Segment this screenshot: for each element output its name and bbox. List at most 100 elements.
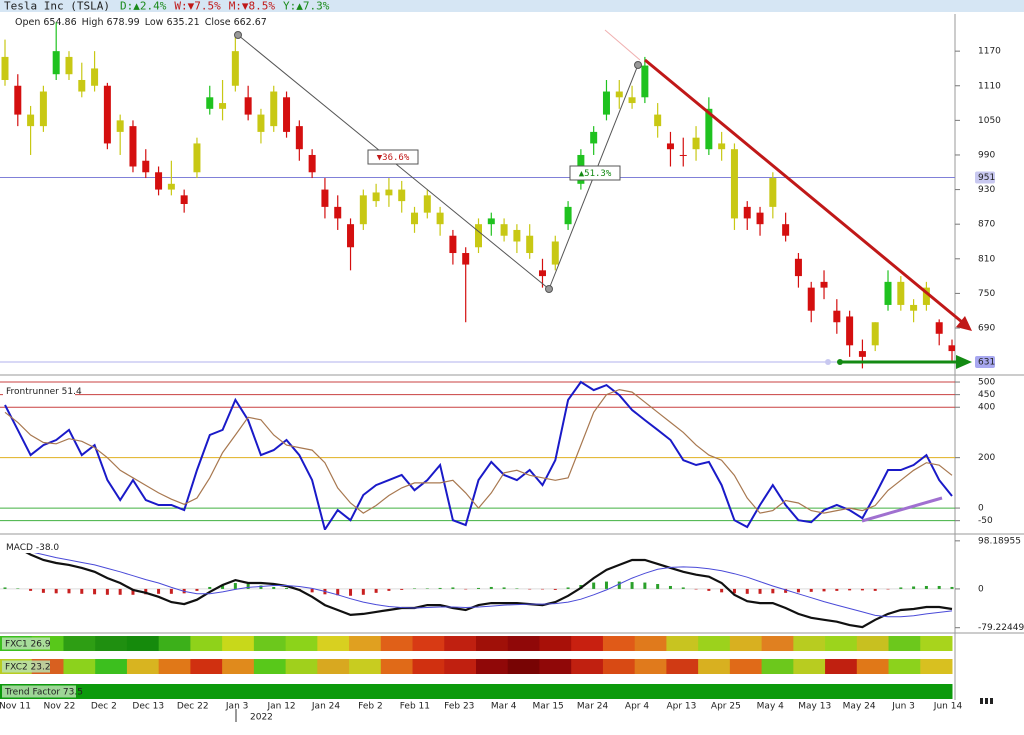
histogram-bar [668,585,672,589]
level-label: 631 [978,358,995,368]
x-tick-label: Mar 15 [532,702,563,712]
histogram-bar [477,587,480,589]
candle-body [334,206,342,219]
annotation: ▼36.6% [377,153,410,163]
histogram-bar [924,585,928,589]
pivot-point [545,285,553,293]
y-tick-label: -50 [978,516,993,526]
annotation-box [569,165,621,181]
x-tick-label: May 24 [843,702,876,712]
heat-cell [222,636,255,651]
candle-body [730,149,738,219]
series-line [4,543,953,629]
candle-body [743,206,751,219]
x-tick-label: Nov 11 [0,702,31,712]
candle-body [27,114,35,127]
heat-cell [349,659,382,674]
icon-bar[interactable] [990,698,993,704]
candle-body [628,97,636,104]
candle-body [295,126,303,150]
ohlc-label: High [82,17,104,28]
y-tick-label: 930 [978,185,995,195]
histogram-bar [899,587,903,589]
heat-cell [856,659,890,674]
heat-cell [793,636,826,651]
trend-line [604,29,641,61]
heat-cell [507,659,540,674]
heat-cell [349,636,382,651]
histogram-bar [144,588,148,595]
candle-body [359,195,367,225]
y-tick-label: 0 [978,504,984,514]
histogram-bar [246,584,250,589]
candle-body [475,224,482,248]
x-tick-label: May 13 [798,702,831,712]
candle-body [948,345,955,352]
strip-label-bg [2,660,50,673]
menu-icon[interactable] [980,698,993,704]
heat-cell [666,659,699,674]
ohlc-value: 678.99 [106,17,139,28]
heat-cell [888,636,921,651]
y-tick-label: 870 [978,220,995,230]
histogram-bar [566,587,570,589]
candle-body [641,65,649,98]
x-tick-label: Apr 25 [711,702,741,712]
heat-cell [571,659,604,674]
x-tick-label: Jan 24 [311,702,340,712]
heat-cell [412,636,445,651]
candle-body [846,316,854,346]
histogram-bar [822,588,826,592]
annotation: ▲51.3% [579,169,612,179]
y-tick-label: 750 [978,289,995,299]
histogram-bar [93,588,97,595]
candle-body [910,304,918,311]
candle-body [935,322,943,334]
x-tick-label: Mar 24 [577,702,609,712]
histogram-bar [374,588,378,593]
heat-cell [126,636,160,651]
candle-body [551,241,559,265]
candle-body [52,51,60,75]
heat-cell [63,659,96,674]
drawings: ▼36.6% ▲51.3% [234,29,972,523]
y-tick-label: 1110 [978,81,1001,91]
candle-body [78,79,86,92]
candle-body [372,192,380,202]
candle-body [270,91,278,127]
candle-body [705,108,713,150]
pivot-point [837,359,843,365]
y-tick-label: 0 [978,584,984,594]
histogram-bar [873,588,877,591]
histogram-bar [259,585,263,589]
candle-body [602,91,610,115]
candle-body [564,206,572,225]
icon-bar[interactable] [985,698,988,704]
candle-body [756,212,764,225]
histogram-bar [745,588,749,594]
histogram-bar [349,588,353,596]
heat-cell [888,659,921,674]
histogram-bar [195,588,199,591]
heat-cell [253,659,287,674]
candle-body [385,189,393,196]
heat-cell [666,636,699,651]
candle-body [219,103,227,109]
x-tick-label: Dec 22 [177,702,209,712]
histogram-bar [272,586,276,589]
candle-body [871,322,879,346]
candle-body [794,258,802,277]
x-tick-label: Jun 14 [933,702,963,712]
candle-body [1,56,9,80]
heat-cell [158,659,191,674]
icon-bar[interactable] [980,698,983,704]
heat-cell [95,659,128,674]
histogram-bar [310,588,314,593]
candle-body [423,195,431,213]
candle-body [782,224,790,236]
oscillator-panel [0,380,955,530]
histogram-bar [285,587,289,589]
strip-label: Trend Factor 73.5 [4,688,83,698]
heat-cell [698,636,731,651]
